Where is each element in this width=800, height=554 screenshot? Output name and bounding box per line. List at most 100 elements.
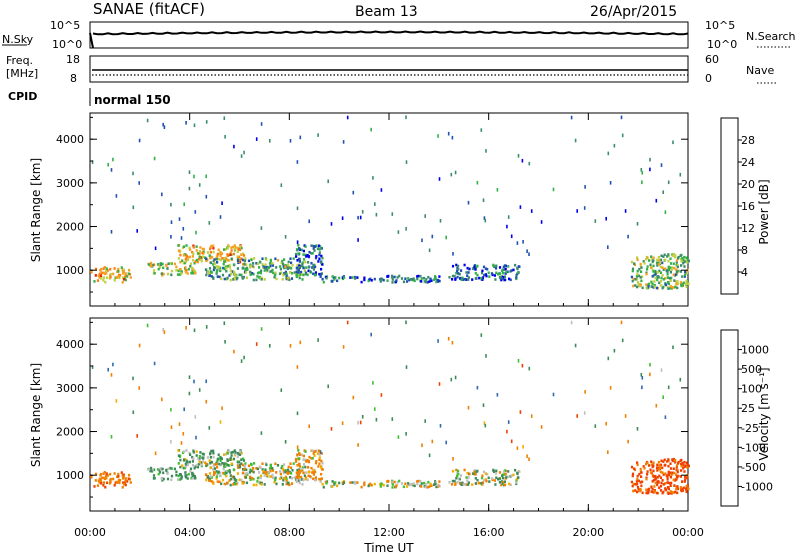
data-cell [242, 266, 245, 270]
data-cell [220, 482, 223, 486]
data-cell [474, 477, 477, 480]
data-cell [258, 260, 261, 264]
data-cell [223, 482, 226, 486]
velocity-y-axis-label: Slant Range [km] [29, 363, 43, 467]
data-cell [228, 469, 231, 472]
data-cell [448, 276, 451, 279]
noise-cell [450, 377, 453, 382]
data-cell [480, 277, 483, 280]
data-cell [518, 265, 521, 268]
data-cell [669, 285, 672, 288]
y-tick-label: 4000 [56, 133, 84, 146]
data-cell [648, 259, 651, 262]
colorbar-tick-label: 500 [741, 363, 762, 376]
data-cell [226, 469, 230, 473]
data-cell [425, 483, 428, 486]
data-cell [184, 471, 187, 474]
data-cell [122, 268, 125, 272]
data-cell [93, 485, 96, 488]
data-cell [645, 488, 648, 491]
data-cell [331, 485, 334, 488]
noise-cell [594, 219, 597, 223]
data-cell [274, 478, 277, 482]
data-cell [320, 472, 323, 476]
data-cell [630, 465, 634, 469]
y-tick-label: 1000 [56, 469, 84, 482]
data-cell [179, 253, 182, 257]
noise-cell [107, 162, 109, 167]
noise-cell [357, 443, 359, 447]
noise-cell [146, 118, 149, 123]
data-cell [206, 456, 209, 459]
data-cell [322, 485, 325, 489]
noise-cell [193, 379, 195, 384]
noise-cell [205, 174, 207, 179]
data-cell [291, 469, 294, 472]
data-cell [349, 481, 352, 484]
data-cell [433, 483, 436, 486]
data-cell [185, 269, 188, 272]
data-cell [255, 483, 258, 487]
data-cell [192, 268, 195, 271]
data-cell [180, 272, 183, 275]
data-cell [672, 286, 675, 289]
data-cell [310, 261, 313, 265]
data-cell [297, 479, 300, 482]
data-cell [210, 255, 214, 259]
data-cell [502, 482, 505, 486]
data-cell [219, 459, 222, 462]
data-cell [320, 467, 324, 471]
colorbar-tick-label: -500 [741, 461, 766, 474]
noise-cell [428, 248, 431, 253]
data-cell [244, 269, 247, 272]
data-cell [647, 487, 650, 491]
noise-cell [198, 183, 201, 187]
data-cell [314, 476, 317, 479]
data-cell [320, 247, 323, 250]
data-cell [306, 273, 309, 277]
colorbar-tick-label: 20 [741, 178, 755, 191]
data-cell [451, 479, 454, 483]
data-cell [199, 246, 202, 249]
data-cell [681, 275, 684, 278]
data-cell [458, 272, 461, 276]
data-cell [103, 272, 106, 276]
data-cell [175, 470, 178, 474]
data-cell [320, 254, 323, 258]
data-cell [158, 264, 161, 267]
freq-unit: [MHz] [6, 67, 38, 80]
data-cell [656, 483, 659, 487]
noise-cell [506, 224, 508, 229]
data-cell [195, 463, 198, 467]
data-cell [129, 481, 132, 484]
data-cell [659, 279, 663, 283]
data-cell [284, 469, 287, 472]
data-cell [680, 462, 683, 466]
data-cell [636, 461, 639, 464]
data-cell [490, 477, 493, 480]
data-cell [672, 262, 675, 265]
data-cell [223, 267, 226, 271]
data-cell [314, 450, 317, 453]
y-tick-label: 1000 [56, 264, 84, 277]
data-cell [674, 490, 677, 494]
data-cell [301, 478, 304, 481]
data-cell [500, 483, 503, 487]
data-cell [297, 244, 300, 247]
noise-cell [91, 160, 94, 164]
data-cell [647, 285, 650, 288]
data-cell [682, 466, 685, 470]
data-cell [293, 476, 296, 479]
data-cell [467, 276, 470, 279]
data-cell [238, 450, 242, 453]
data-cell [186, 477, 189, 480]
data-cell [189, 470, 192, 473]
data-cell [410, 278, 413, 281]
data-cell [105, 481, 109, 485]
data-cell [221, 257, 224, 260]
data-cell [331, 280, 334, 283]
data-cell [121, 486, 124, 489]
data-cell [673, 279, 676, 282]
data-cell [97, 479, 100, 483]
data-cell [671, 471, 674, 475]
